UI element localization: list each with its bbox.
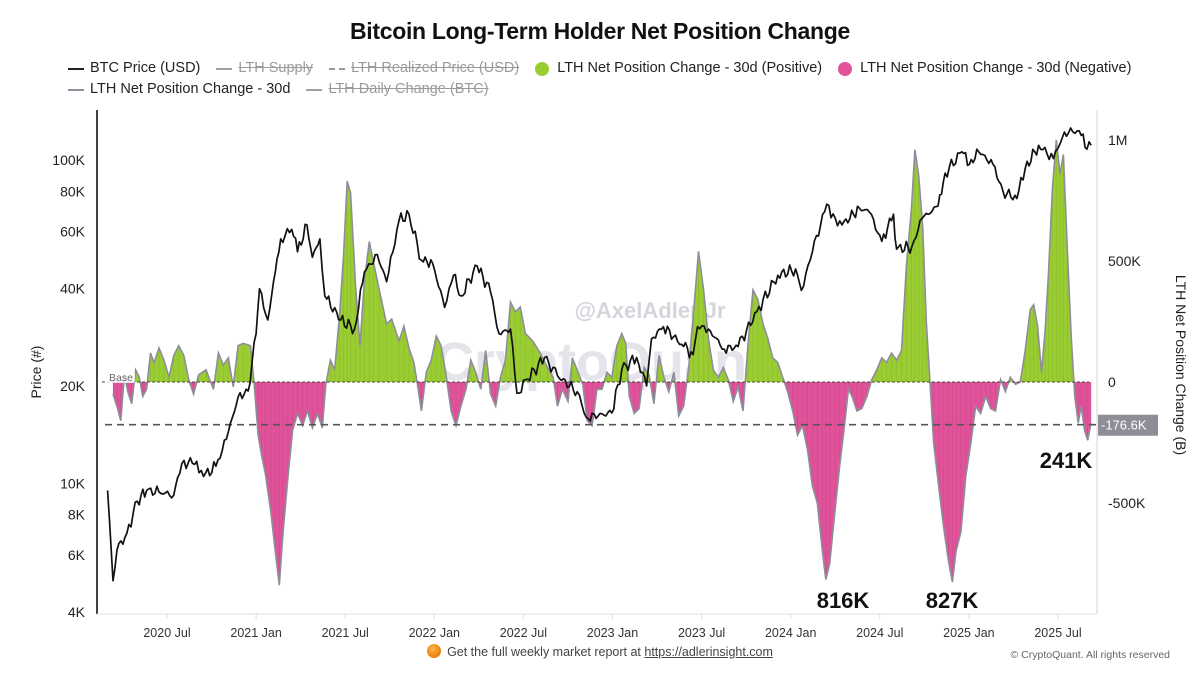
copyright-notice: © CryptoQuant. All rights reserved xyxy=(1010,649,1170,661)
right-axis-title: LTH Net Position Change (B) xyxy=(1173,275,1189,455)
x-tick-label: 2023 Jan xyxy=(587,626,638,640)
net-change-line xyxy=(112,139,1092,586)
adlerinsight-link[interactable]: https://adlerinsight.com xyxy=(644,645,773,659)
left-tick-label: 10K xyxy=(60,475,86,491)
reference-value-text: -176.6K xyxy=(1101,418,1147,433)
green-dot-icon xyxy=(535,61,550,76)
chart-title: Bitcoin Long-Term Holder Net Position Ch… xyxy=(349,18,851,44)
reference-value-badge xyxy=(1098,414,1158,436)
right-tick-label: -500K xyxy=(1108,495,1146,511)
left-tick-label: 80K xyxy=(60,183,86,199)
x-tick-label: 2021 Jan xyxy=(230,626,281,640)
x-tick-label: 2023 Jul xyxy=(678,626,725,640)
line-swatch-icon xyxy=(68,88,84,91)
base-label-text: Base xyxy=(109,372,133,384)
right-tick-label: 1M xyxy=(1108,132,1127,148)
legend-item-net-change-positive[interactable]: LTH Net Position Change - 30d (Positive) xyxy=(535,58,822,79)
base-label: Base xyxy=(107,371,135,384)
annotation-label: 816K xyxy=(817,588,870,613)
line-swatch-icon xyxy=(306,88,323,91)
x-tick-label: 2022 Jan xyxy=(409,626,460,640)
legend-item-net-change-negative[interactable]: LTH Net Position Change - 30d (Negative) xyxy=(838,58,1131,79)
legend-row-2: LTH Net Position Change - 30d LTH Daily … xyxy=(68,79,1168,100)
pink-dot-icon xyxy=(838,61,853,76)
chart-legend: BTC Price (USD) LTH Supply LTH Realized … xyxy=(68,58,1168,100)
legend-item-lth-realized-price[interactable]: LTH Realized Price (USD) xyxy=(329,58,519,79)
left-tick-label: 20K xyxy=(60,378,86,394)
negative-area xyxy=(112,382,1092,586)
line-swatch-icon xyxy=(216,67,233,70)
left-tick-label: 8K xyxy=(68,507,86,523)
reference-lines: Base -176.6K xyxy=(102,371,1158,436)
net-change-series-line xyxy=(112,139,1092,586)
x-tick-label: 2024 Jan xyxy=(765,626,816,640)
dashed-line-swatch-icon xyxy=(329,67,346,70)
left-axis-title: Price (#) xyxy=(28,346,44,399)
btc-price-line xyxy=(106,127,1092,582)
annotation-label: 241K xyxy=(1040,448,1093,473)
x-tick-label: 2020 Jul xyxy=(143,626,190,640)
axes: 4K 6K 8K 10K 20K 40K 60K 80K 100K 1M 500K 0 -500K Pri… xyxy=(28,110,1189,640)
left-tick-label: 6K xyxy=(68,547,86,563)
left-tick-label: 100K xyxy=(52,152,85,168)
footer-promo: Get the full weekly market report at htt… xyxy=(0,644,1200,659)
annotations: 816K 827K 241K xyxy=(817,448,1093,613)
legend-row-1: BTC Price (USD) LTH Supply LTH Realized … xyxy=(68,58,1168,79)
left-tick-label: 40K xyxy=(60,281,86,297)
annotation-label: 827K xyxy=(926,588,979,613)
legend-item-btc-price[interactable]: BTC Price (USD) xyxy=(68,58,200,79)
right-tick-label: 0 xyxy=(1108,374,1116,390)
right-tick-label: 500K xyxy=(1108,253,1141,269)
left-tick-label: 60K xyxy=(60,224,86,240)
legend-item-net-change-30d[interactable]: LTH Net Position Change - 30d xyxy=(68,79,290,100)
x-tick-label: 2025 Jan xyxy=(943,626,994,640)
bitcoin-coin-icon xyxy=(427,644,442,658)
x-tick-label: 2024 Jul xyxy=(856,626,903,640)
btc-price-series-line xyxy=(106,127,1092,582)
base-label-bg xyxy=(107,371,135,383)
left-tick-label: 4K xyxy=(68,604,86,620)
x-tick-label: 2021 Jul xyxy=(322,626,369,640)
x-tick-label: 2025 Jul xyxy=(1034,626,1081,640)
legend-item-lth-supply[interactable]: LTH Supply xyxy=(216,58,313,79)
legend-item-lth-daily-change[interactable]: LTH Daily Change (BTC) xyxy=(306,79,489,100)
x-tick-label: 2022 Jul xyxy=(500,626,547,640)
line-swatch-icon xyxy=(68,67,84,70)
